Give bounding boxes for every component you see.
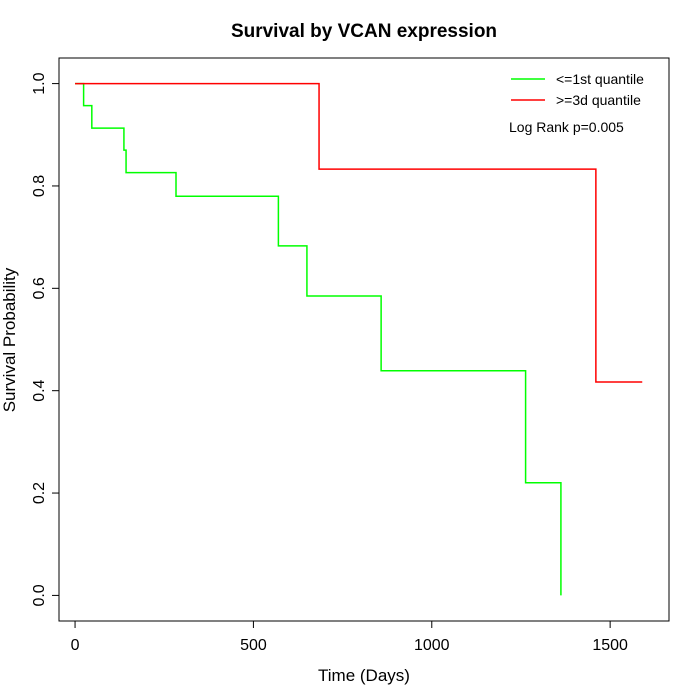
legend-label: >=3d quantile — [556, 92, 641, 108]
y-tick-label: 0.4 — [31, 379, 48, 401]
y-axis: 0.0 0.2 0.4 0.6 0.8 1.0 — [31, 72, 60, 607]
y-tick-label: 0.6 — [31, 277, 48, 299]
series-line-1 — [75, 82, 562, 596]
log-rank-annotation: Log Rank p=0.005 — [509, 119, 624, 135]
plot-frame — [58, 57, 670, 622]
y-tick-label: 0.8 — [31, 175, 48, 197]
x-axis-title: Time (Days) — [318, 666, 410, 685]
y-tick-label: 0.0 — [31, 584, 48, 606]
legend: <=1st quantile >=3d quantile — [511, 71, 644, 108]
chart-title: Survival by VCAN expression — [231, 21, 497, 42]
x-tick-label: 500 — [240, 637, 267, 654]
y-axis-title: Survival Probability — [0, 267, 19, 412]
x-tick-label: 1500 — [592, 637, 628, 654]
series-line-2 — [75, 82, 643, 383]
y-tick-label: 1.0 — [31, 72, 48, 94]
x-tick-label: 0 — [71, 637, 80, 654]
x-axis: 0 500 1000 1500 — [71, 620, 628, 654]
y-tick-label: 0.2 — [31, 482, 48, 504]
legend-label: <=1st quantile — [556, 71, 644, 87]
series-layer — [75, 82, 643, 596]
x-tick-label: 1000 — [414, 637, 450, 654]
